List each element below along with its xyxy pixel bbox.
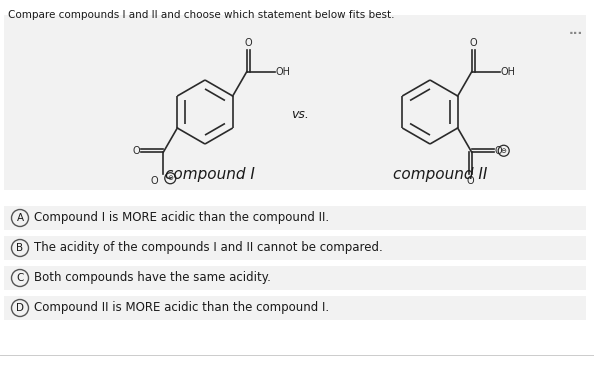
Text: ⊖: ⊖: [168, 175, 173, 181]
Text: Compound I is MORE acidic than the compound II.: Compound I is MORE acidic than the compo…: [34, 212, 329, 224]
Text: OH: OH: [501, 67, 516, 77]
FancyBboxPatch shape: [4, 266, 586, 290]
Text: O: O: [244, 38, 252, 48]
Text: OH: OH: [276, 67, 290, 77]
Text: Compare compounds I and II and choose which statement below fits best.: Compare compounds I and II and choose wh…: [8, 10, 394, 20]
Text: The acidity of the compounds I and II cannot be compared.: The acidity of the compounds I and II ca…: [34, 242, 383, 254]
Text: D: D: [16, 303, 24, 313]
Text: B: B: [17, 243, 24, 253]
Text: compound II: compound II: [393, 167, 487, 182]
Text: O: O: [466, 176, 474, 186]
FancyBboxPatch shape: [4, 15, 586, 190]
Text: compound I: compound I: [165, 167, 255, 182]
FancyBboxPatch shape: [4, 236, 586, 260]
Text: O: O: [132, 146, 140, 156]
Text: ...: ...: [569, 24, 583, 37]
Text: A: A: [17, 213, 24, 223]
Text: C: C: [16, 273, 24, 283]
Text: Both compounds have the same acidity.: Both compounds have the same acidity.: [34, 272, 271, 284]
FancyBboxPatch shape: [4, 296, 586, 320]
Text: O: O: [151, 176, 158, 186]
Text: O: O: [495, 146, 503, 156]
Text: vs.: vs.: [291, 108, 309, 122]
Text: O: O: [469, 38, 477, 48]
FancyBboxPatch shape: [4, 206, 586, 230]
Text: Compound II is MORE acidic than the compound I.: Compound II is MORE acidic than the comp…: [34, 302, 329, 314]
Text: ⊖: ⊖: [501, 148, 507, 154]
